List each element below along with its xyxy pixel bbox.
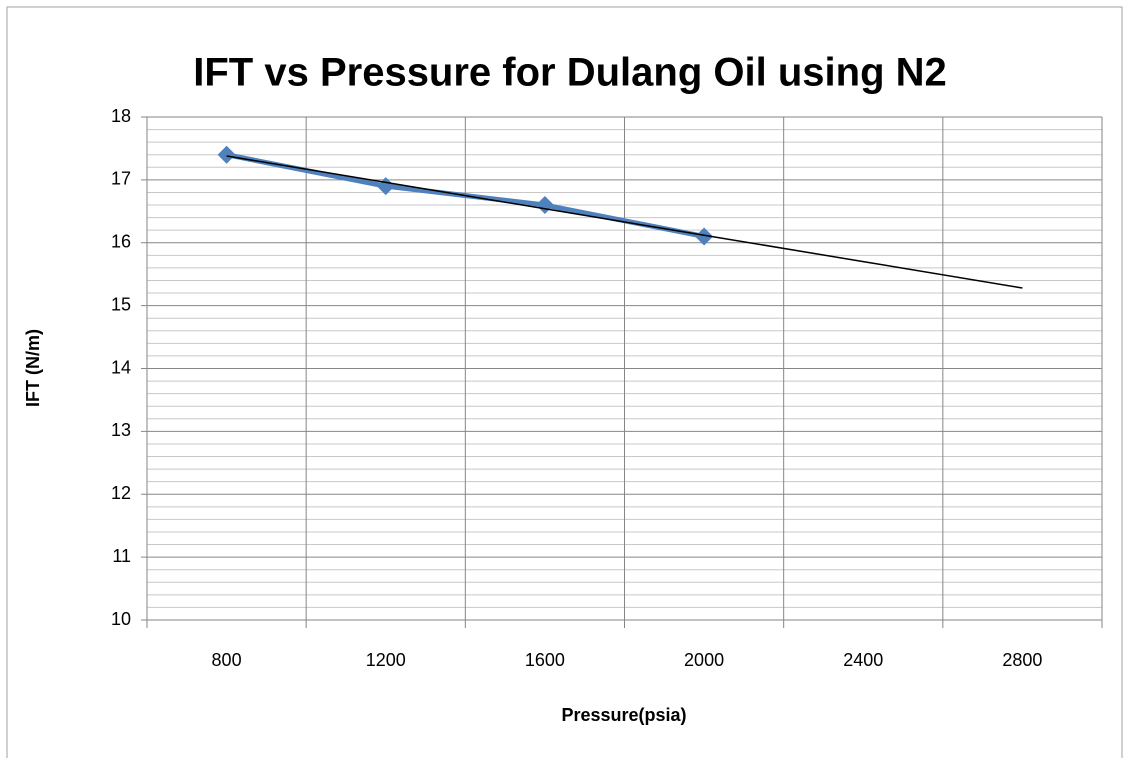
x-tick-label: 2800 (1002, 650, 1042, 670)
x-axis-title: Pressure(psia) (561, 705, 686, 725)
x-tick-label: 1600 (525, 650, 565, 670)
marker (695, 227, 714, 246)
chart-frame (6, 6, 1123, 758)
y-tick-label: 18 (111, 106, 131, 126)
y-tick-label: 17 (111, 169, 131, 189)
y-tick-label: 14 (111, 357, 131, 377)
y-tick-label: 13 (111, 420, 131, 440)
y-tick-label: 15 (111, 294, 131, 314)
x-tick-label: 2400 (843, 650, 883, 670)
x-tick-label: 800 (212, 650, 242, 670)
y-tick-label: 16 (111, 232, 131, 252)
marker (217, 145, 236, 164)
x-tick-label: 2000 (684, 650, 724, 670)
y-axis-title: IFT (N/m) (23, 329, 43, 407)
y-tick-label: 11 (112, 546, 131, 566)
trendline (226, 155, 1023, 289)
chart-title: IFT vs Pressure for Dulang Oil using N2 (193, 51, 947, 95)
y-tick-label: 10 (111, 609, 131, 629)
x-tick-label: 1200 (366, 650, 406, 670)
y-tick-label: 12 (111, 483, 131, 503)
